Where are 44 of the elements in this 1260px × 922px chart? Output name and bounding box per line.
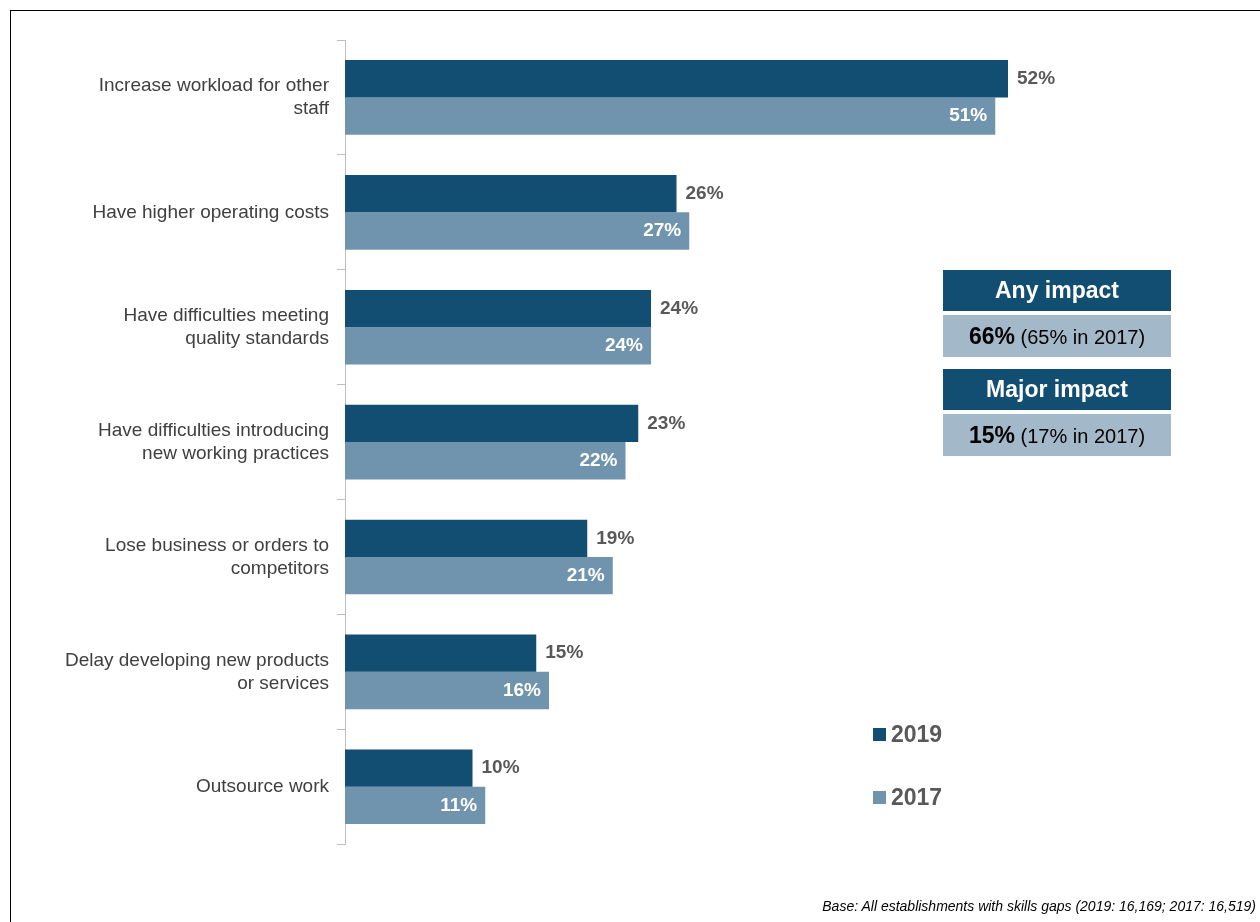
bar — [345, 786, 486, 825]
data-label: 22% — [579, 449, 618, 470]
bar — [345, 60, 1008, 98]
y-tick-label: Outsource work — [195, 774, 330, 796]
bar — [345, 749, 473, 787]
y-tick-label: Have difficulties meeting quality standards — [123, 304, 329, 348]
bar — [345, 556, 613, 595]
bar — [345, 289, 651, 328]
y-tick-label: Have higher operating costs — [92, 200, 329, 222]
y-tick-label: Lose business or orders to competitors — [105, 533, 329, 578]
text-panel: Any impact 66% (65% in 2017) — [943, 270, 1171, 357]
data-label: 24% — [604, 334, 644, 356]
data-label: 10% — [481, 756, 520, 778]
data-label: 52% — [1017, 67, 1056, 89]
data-label: 24% — [660, 296, 699, 318]
bar — [345, 212, 690, 250]
data-label: 51% — [949, 104, 988, 126]
text: Base: All establishments with skills gaps (2019: 16,169; 2017: 16,519) — [822, 898, 1256, 914]
data-label: 21% — [566, 563, 605, 585]
bar — [345, 519, 588, 557]
data-label: 16% — [502, 678, 542, 700]
annotation: 66% (65% in 2017) — [943, 315, 1171, 357]
bar — [345, 97, 996, 135]
y-tick-label: Have difficulties introducing new working practices — [98, 418, 329, 463]
data-label: 19% — [596, 526, 635, 548]
bar — [345, 174, 677, 213]
bar — [345, 671, 549, 710]
annotation: Major impact — [943, 369, 1171, 410]
y-tick-label: Increase workload for other staff — [98, 74, 330, 119]
legend-label: 2019 — [891, 720, 943, 748]
annotation: 15% (17% in 2017) — [943, 414, 1171, 456]
y-tick-label: Delay developing new products or services — [64, 648, 329, 693]
annotation: Any impact — [943, 270, 1171, 311]
data-label: 15% — [545, 641, 584, 663]
data-label: 23% — [647, 411, 686, 433]
bar — [345, 327, 651, 365]
bar — [345, 634, 537, 672]
bar — [345, 442, 626, 480]
legend-label: 2017 — [891, 783, 943, 811]
data-label: 26% — [685, 181, 724, 203]
bar — [345, 404, 639, 443]
data-label: 11% — [440, 793, 478, 815]
data-label: 27% — [643, 219, 682, 241]
text-panel: Major impact 15% (17% in 2017) — [943, 369, 1171, 456]
